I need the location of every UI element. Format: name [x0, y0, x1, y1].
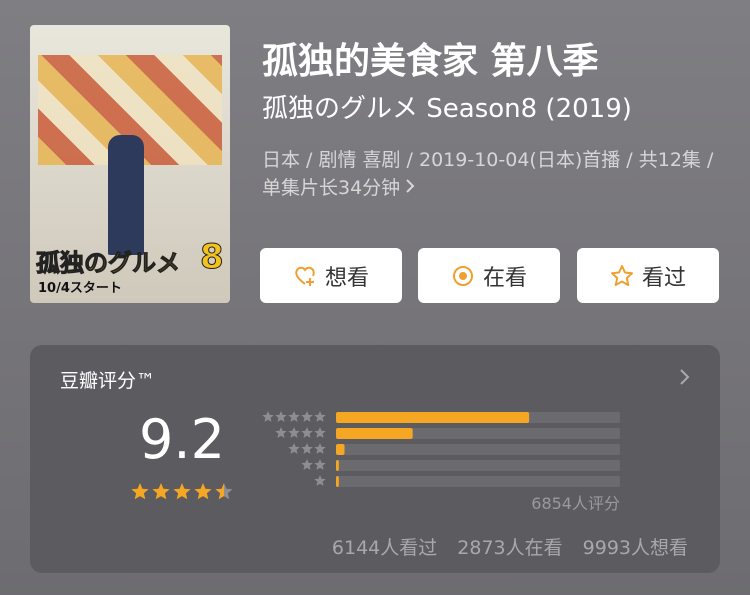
bar — [336, 476, 339, 487]
row-star — [314, 459, 326, 470]
button-label: 在看 — [482, 265, 527, 291]
bar-track — [336, 444, 620, 455]
poster-figure — [108, 135, 144, 255]
stats: 6144人看过 2873人在看 9993人想看 — [332, 533, 688, 560]
info[interactable]: 日本 / 剧情 喜剧 / 2019-10-04(日本)首播 / 共12集 / 单… — [262, 146, 724, 202]
bar — [336, 460, 339, 471]
bar — [336, 444, 345, 455]
row-star — [288, 443, 300, 454]
want-button[interactable]: 想看 — [260, 248, 402, 303]
row-star — [314, 443, 326, 454]
star-icon — [610, 264, 633, 286]
row-star — [288, 427, 300, 438]
poster-date: 10/4スタート — [38, 281, 122, 296]
row-star — [314, 475, 326, 486]
title: 孤独的美食家 第八季 — [262, 41, 599, 82]
rating-star — [131, 483, 149, 500]
original-title: 孤独のグルメ Season8 (2019) — [262, 94, 632, 124]
bar — [336, 412, 530, 423]
bar — [336, 428, 413, 439]
bar-track — [336, 476, 620, 487]
heart-icon — [295, 266, 315, 286]
rating-label: 豆瓣评分™ — [60, 370, 156, 392]
button-label: 想看 — [324, 265, 369, 291]
stat: 2873人在看 — [457, 537, 563, 559]
chevron — [680, 369, 690, 385]
poster-title-art: 孤独のグルメ — [36, 249, 181, 278]
rating-star — [215, 483, 233, 500]
info-text: 日本 / 剧情 喜剧 / 2019-10-04(日本)首播 / 共12集 / 单… — [262, 149, 714, 199]
rating-star — [194, 483, 212, 500]
watched-button[interactable]: 看过 — [577, 248, 719, 303]
poster[interactable]: 孤独のグルメ 8 10/4スタート — [30, 25, 230, 303]
row-star — [301, 459, 313, 470]
stat: 9993人想看 — [582, 537, 688, 559]
score: 9.2 — [139, 408, 225, 471]
poster-season: 8 — [200, 237, 225, 278]
watching-button[interactable]: 在看 — [418, 248, 560, 303]
row-star — [288, 411, 300, 422]
row-star — [314, 427, 326, 438]
row-star — [301, 443, 313, 454]
row-star — [275, 411, 287, 422]
eye-icon — [452, 265, 473, 286]
button-label: 看过 — [641, 265, 686, 291]
row-star — [301, 411, 313, 422]
row-star — [262, 411, 274, 422]
row-star — [314, 411, 326, 422]
stat: 6144人看过 — [331, 537, 438, 559]
rating-count: 6854人评分 — [531, 494, 620, 513]
row-star — [301, 427, 313, 438]
bar-track — [336, 460, 620, 471]
rating-star — [152, 483, 170, 500]
rating-card[interactable] — [30, 345, 720, 573]
chevron — [406, 179, 415, 193]
row-star — [275, 427, 287, 438]
rating-star — [173, 483, 191, 500]
